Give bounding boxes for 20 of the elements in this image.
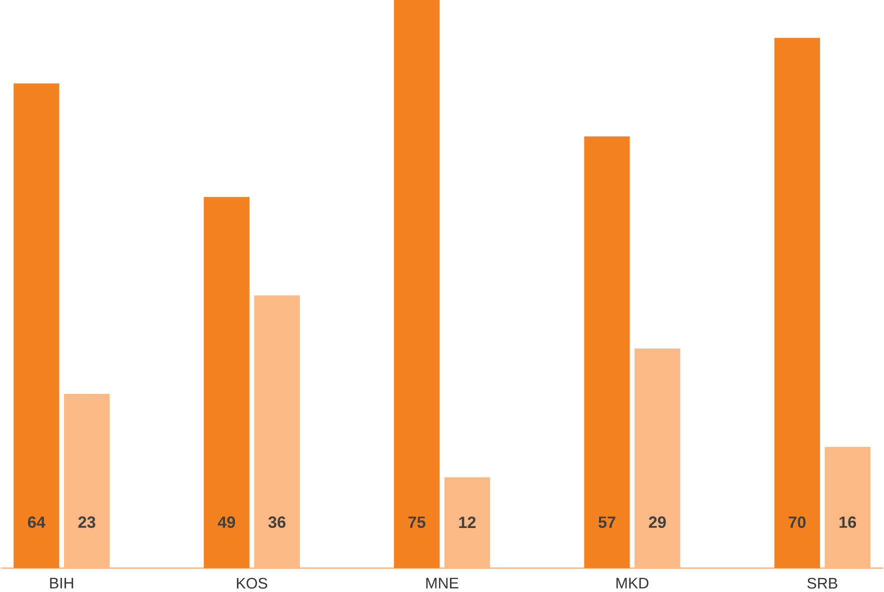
- data-label: 12: [459, 516, 476, 528]
- x-tick-label: MNE: [426, 578, 458, 588]
- data-label: 57: [598, 516, 616, 528]
- x-tick-label: BIH: [50, 578, 74, 588]
- data-label: 70: [788, 516, 806, 528]
- bar: [774, 38, 820, 568]
- data-label: 29: [648, 516, 666, 528]
- x-tick-label: MKD: [616, 578, 648, 588]
- data-label: 75: [408, 516, 426, 528]
- bar: [14, 83, 60, 568]
- data-label: 16: [840, 516, 856, 528]
- bar: [584, 136, 630, 568]
- bar: [394, 0, 440, 568]
- data-label: 64: [28, 516, 46, 528]
- data-label: 49: [218, 516, 236, 528]
- x-tick-label: SRB: [807, 578, 838, 589]
- data-label: 36: [268, 516, 286, 528]
- bar: [204, 196, 250, 568]
- data-label: 23: [78, 516, 96, 528]
- x-tick-label: KOS: [236, 578, 268, 589]
